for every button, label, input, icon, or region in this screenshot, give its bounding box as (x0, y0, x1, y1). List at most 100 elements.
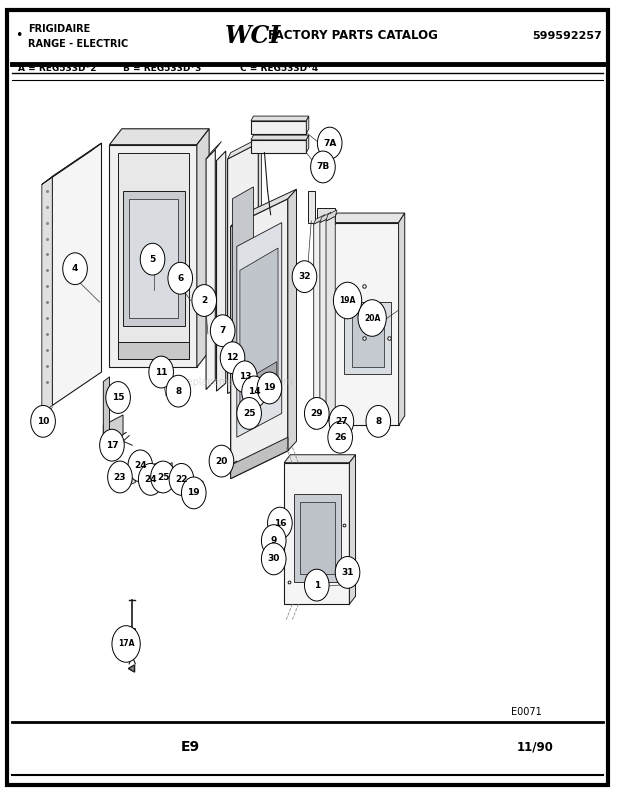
Text: 30: 30 (268, 554, 280, 564)
Circle shape (210, 315, 235, 347)
Text: 15: 15 (112, 393, 125, 402)
Circle shape (166, 375, 191, 407)
Text: WCI: WCI (224, 24, 281, 48)
Circle shape (257, 372, 281, 404)
Text: A = REG533D*2: A = REG533D*2 (19, 64, 97, 73)
Circle shape (140, 243, 165, 275)
Circle shape (237, 398, 262, 429)
Polygon shape (228, 143, 259, 394)
Text: RANGE - ELECTRIC: RANGE - ELECTRIC (28, 39, 128, 48)
Polygon shape (284, 455, 355, 463)
Polygon shape (129, 463, 135, 485)
Polygon shape (228, 137, 262, 159)
Text: 19: 19 (263, 383, 276, 393)
Polygon shape (399, 213, 405, 425)
Circle shape (63, 253, 87, 285)
Polygon shape (331, 213, 405, 223)
Text: E9: E9 (181, 740, 200, 754)
Text: 25: 25 (157, 472, 169, 482)
Circle shape (328, 421, 352, 453)
Polygon shape (216, 151, 226, 391)
Polygon shape (306, 116, 309, 134)
Text: 7A: 7A (323, 138, 337, 148)
Circle shape (149, 356, 174, 388)
Circle shape (335, 556, 360, 588)
Polygon shape (306, 135, 309, 153)
Polygon shape (42, 143, 102, 184)
Circle shape (304, 569, 329, 601)
Circle shape (220, 342, 245, 374)
Circle shape (108, 461, 132, 493)
Text: 22: 22 (175, 475, 188, 484)
Polygon shape (129, 628, 135, 640)
Text: 20: 20 (215, 456, 228, 466)
Polygon shape (197, 129, 209, 367)
Polygon shape (240, 248, 278, 405)
Text: 7: 7 (219, 326, 226, 335)
Polygon shape (251, 140, 306, 153)
Polygon shape (52, 143, 102, 405)
Circle shape (192, 285, 216, 316)
Polygon shape (129, 199, 179, 318)
Text: 19A: 19A (339, 296, 356, 305)
Circle shape (304, 398, 329, 429)
Text: 5: 5 (149, 254, 156, 264)
Circle shape (334, 282, 361, 319)
Circle shape (262, 543, 286, 575)
Text: 23: 23 (113, 472, 126, 482)
Polygon shape (232, 187, 254, 346)
Text: 9: 9 (270, 536, 277, 545)
Polygon shape (118, 153, 190, 359)
Polygon shape (42, 176, 52, 413)
Circle shape (106, 382, 130, 413)
Polygon shape (123, 191, 185, 326)
Polygon shape (231, 199, 288, 479)
Polygon shape (231, 189, 296, 227)
Polygon shape (243, 362, 277, 398)
Circle shape (317, 127, 342, 159)
Polygon shape (326, 210, 337, 221)
Text: 16: 16 (273, 518, 286, 528)
Circle shape (128, 450, 153, 482)
Polygon shape (326, 216, 335, 421)
Circle shape (311, 151, 335, 183)
Polygon shape (284, 463, 350, 604)
Text: •: • (16, 29, 23, 42)
Polygon shape (118, 342, 190, 359)
Polygon shape (231, 437, 288, 479)
Text: FACTORY PARTS CATALOG: FACTORY PARTS CATALOG (268, 29, 438, 42)
Text: 17: 17 (105, 440, 118, 450)
Text: 24: 24 (134, 461, 146, 471)
Polygon shape (104, 377, 110, 445)
Text: 24: 24 (144, 475, 157, 484)
Polygon shape (314, 215, 325, 224)
Polygon shape (140, 463, 146, 485)
Text: 8: 8 (375, 417, 381, 426)
Circle shape (358, 300, 386, 336)
Polygon shape (331, 223, 399, 425)
Text: 11: 11 (155, 367, 167, 377)
Text: 10: 10 (37, 417, 49, 426)
Circle shape (209, 445, 234, 477)
Text: 6: 6 (177, 273, 184, 283)
Circle shape (169, 463, 194, 495)
Text: 7B: 7B (316, 162, 330, 172)
Text: E0071: E0071 (510, 707, 541, 717)
Polygon shape (320, 212, 331, 223)
Text: 11/90: 11/90 (516, 741, 554, 754)
Circle shape (31, 405, 55, 437)
Circle shape (112, 626, 140, 662)
Circle shape (232, 361, 257, 393)
Polygon shape (110, 145, 197, 367)
Text: 32: 32 (298, 272, 311, 281)
Polygon shape (251, 135, 309, 140)
Text: 14: 14 (248, 387, 260, 397)
Text: FRIGIDAIRE: FRIGIDAIRE (28, 25, 90, 34)
Circle shape (182, 477, 206, 509)
Polygon shape (300, 502, 335, 574)
Text: 29: 29 (311, 409, 323, 418)
Text: 17A: 17A (118, 639, 135, 649)
Polygon shape (251, 116, 309, 121)
Circle shape (366, 405, 391, 437)
Circle shape (262, 525, 286, 556)
